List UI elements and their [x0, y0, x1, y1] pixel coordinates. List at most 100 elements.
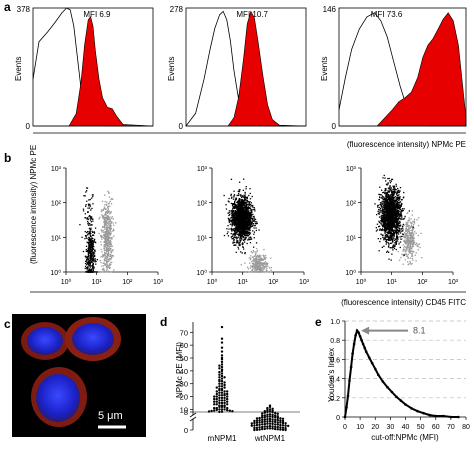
- scatter-point: [406, 234, 408, 236]
- scatter-point: [254, 208, 256, 210]
- scatter-point: [93, 239, 95, 242]
- scatter-point: [88, 224, 90, 226]
- scatter-point: [388, 245, 390, 247]
- scatter-point: [234, 241, 236, 244]
- scatter-point: [384, 230, 386, 232]
- scatter-point: [390, 193, 392, 196]
- scatter-point: [231, 216, 233, 218]
- data-point-mNPM1: [226, 409, 229, 412]
- scatter-point: [230, 193, 232, 195]
- scatter-point: [381, 209, 383, 212]
- scatter-point: [239, 211, 241, 213]
- scatter-point: [106, 228, 108, 230]
- scatter-point: [242, 218, 244, 221]
- scatter-point: [88, 231, 90, 233]
- scatter-point: [388, 243, 390, 245]
- scatter-point: [90, 239, 92, 241]
- scatter-point: [104, 262, 106, 264]
- scatter-point: [91, 261, 93, 263]
- scatter-point: [391, 208, 393, 210]
- micrograph: 5 μm: [12, 314, 146, 437]
- scatter-point: [90, 257, 93, 259]
- data-point-mNPM1: [220, 408, 224, 411]
- scatter-point: [397, 191, 399, 194]
- data-point-mNPM1: [215, 390, 218, 393]
- scatter-point: [408, 235, 410, 237]
- scatter-point: [231, 213, 234, 215]
- data-point-mNPM1: [220, 369, 224, 373]
- scatter-point: [110, 198, 112, 201]
- scatter-point: [88, 261, 90, 264]
- scatter-point: [108, 232, 110, 234]
- scatter-point: [412, 228, 414, 230]
- scatter-point: [261, 265, 263, 267]
- scatter-point: [412, 225, 414, 228]
- scatter-point: [100, 244, 102, 246]
- scatter-point: [238, 212, 240, 214]
- scatter-point: [241, 223, 243, 226]
- scatter-point: [248, 207, 250, 209]
- scatter-point: [86, 267, 88, 269]
- scatter-point: [91, 271, 93, 273]
- scatter-point: [402, 229, 404, 231]
- scatter-point: [237, 229, 239, 231]
- scatter-point: [385, 215, 387, 217]
- scatter-point: [406, 240, 408, 242]
- scatter-point: [239, 223, 241, 225]
- scatter-point: [388, 217, 390, 220]
- scatter-point: [107, 240, 109, 242]
- scatter-point: [402, 235, 404, 237]
- scatter-point: [236, 241, 238, 243]
- scatter-point: [244, 211, 246, 213]
- scatter-point: [254, 269, 256, 271]
- scatter-point: [236, 218, 238, 220]
- scatter-point: [396, 239, 398, 242]
- scatter-point: [410, 222, 412, 224]
- scatter-point: [270, 271, 272, 273]
- scatter-point: [385, 208, 387, 210]
- scatter-point: [104, 251, 106, 253]
- x-tick-label: 10²: [417, 279, 428, 286]
- scatter-point: [105, 234, 107, 237]
- scatter-point: [397, 230, 399, 232]
- scatter-point: [108, 231, 110, 233]
- scatter-point: [238, 198, 240, 200]
- scatter-point: [386, 184, 388, 186]
- y-tick-label: 40: [180, 367, 188, 376]
- y-tick-label: 10¹: [197, 235, 208, 242]
- scatter-point: [247, 207, 249, 210]
- scatter-point: [395, 238, 397, 240]
- scatter-point: [382, 236, 384, 239]
- scatter-point: [111, 198, 113, 200]
- data-point-mNPM1: [220, 358, 224, 361]
- scatter-point: [245, 225, 247, 227]
- scatter-point: [110, 261, 112, 264]
- scatter-point: [404, 215, 406, 218]
- scatter-point: [110, 251, 112, 253]
- scatter-point: [256, 262, 259, 265]
- scatter-point: [92, 248, 95, 251]
- scatter-point: [244, 206, 247, 209]
- scatter-point: [257, 268, 260, 270]
- scatter-point: [239, 213, 242, 215]
- scatter-point: [391, 193, 393, 195]
- scatter-point: [395, 242, 397, 244]
- scatter-point: [245, 226, 248, 229]
- scatter-point: [384, 198, 387, 200]
- scatter-point: [254, 261, 256, 263]
- scatter-point: [253, 207, 255, 209]
- scatter-point: [400, 256, 402, 259]
- scatter-point: [92, 240, 94, 242]
- data-point-mNPM1: [213, 409, 216, 412]
- scatter-point: [106, 217, 108, 219]
- scatter-point: [392, 226, 394, 228]
- scatter-point: [388, 211, 390, 214]
- scatter-point: [248, 257, 250, 259]
- scatter-point: [239, 201, 241, 203]
- scatter-point: [392, 206, 395, 209]
- scatter-point: [239, 219, 241, 222]
- scatter-point: [239, 225, 242, 227]
- scatter-point: [227, 231, 229, 233]
- scatter-point: [376, 223, 379, 225]
